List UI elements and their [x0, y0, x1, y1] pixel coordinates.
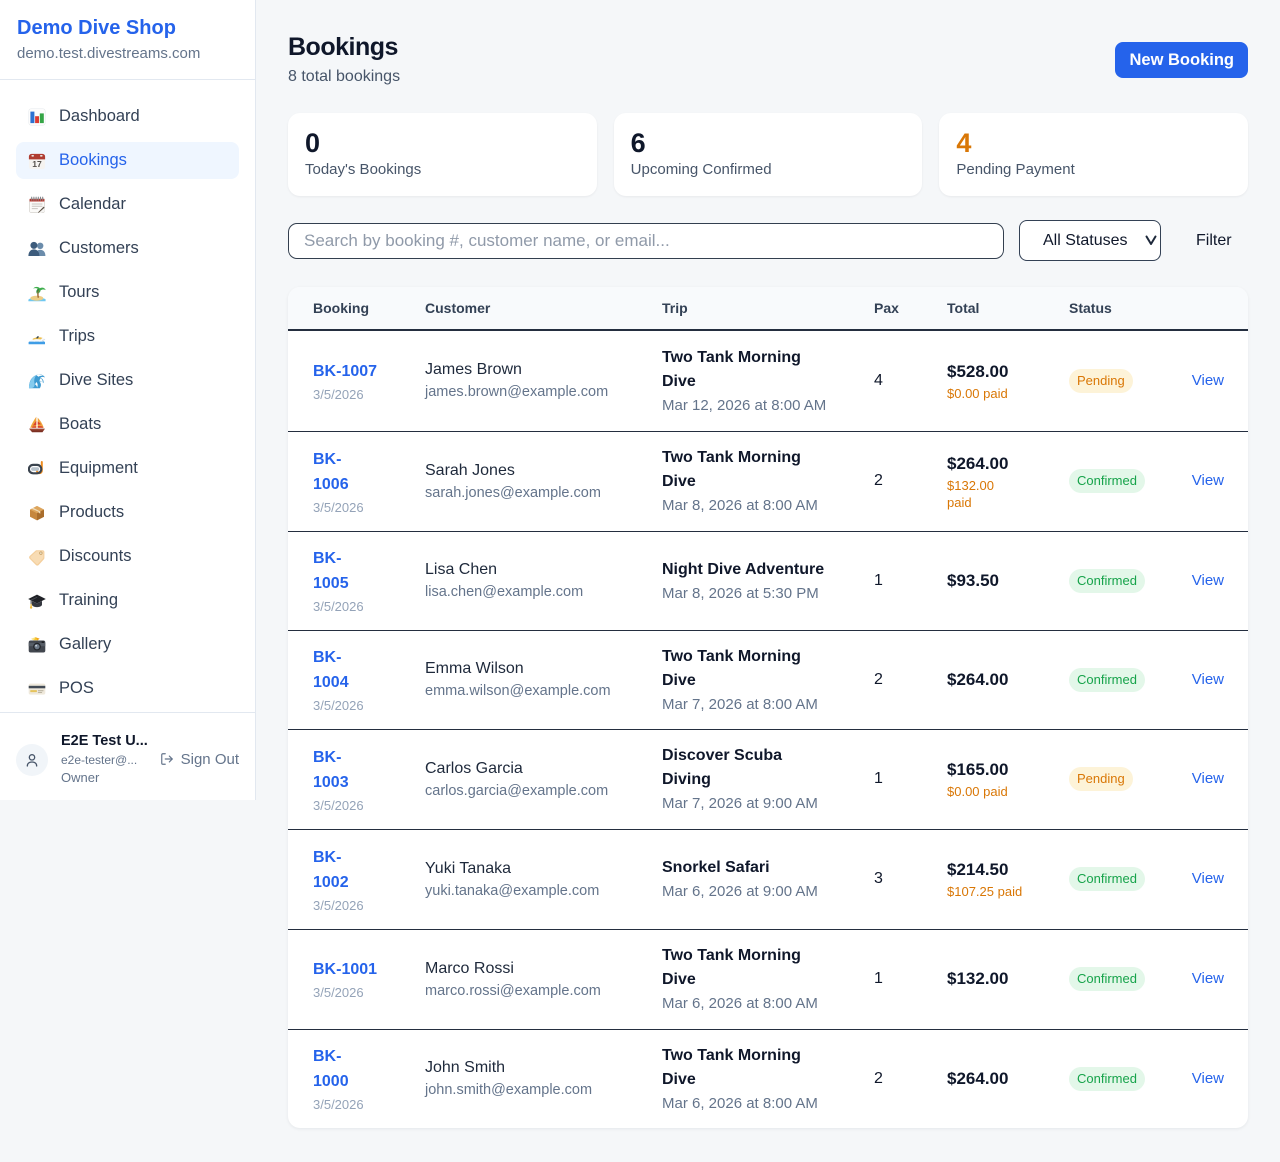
svg-text:17: 17 — [32, 159, 42, 169]
